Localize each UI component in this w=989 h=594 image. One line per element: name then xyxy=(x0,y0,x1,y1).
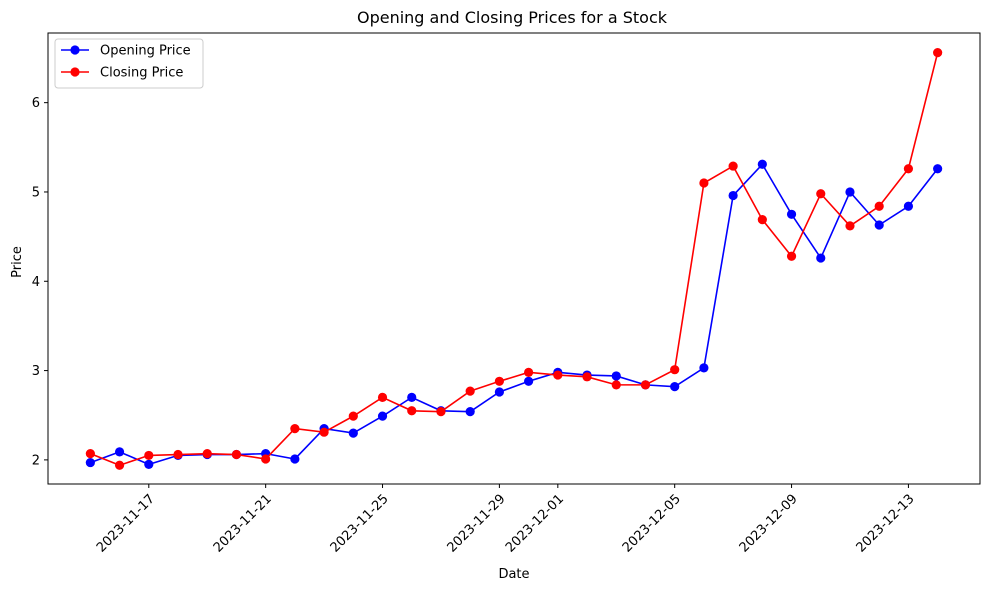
closing-price-point xyxy=(903,164,914,174)
closing-price-point xyxy=(670,365,680,375)
plot-frame xyxy=(47,32,981,485)
opening-price-point xyxy=(670,382,680,392)
closing-price-point xyxy=(407,406,417,416)
closing-price-point xyxy=(845,221,855,231)
y-tick-label: 2 xyxy=(32,453,40,468)
y-tick-label: 4 xyxy=(32,275,40,290)
legend-closing-price-marker xyxy=(70,67,80,77)
x-tick-label: 2023-11-21 xyxy=(211,492,275,556)
closing-price-point xyxy=(114,460,125,470)
x-tick-label: 2023-11-29 xyxy=(445,492,509,556)
opening-price-point xyxy=(933,164,943,174)
closing-price-point xyxy=(640,380,651,390)
opening-price-point xyxy=(874,220,884,230)
closing-price-point xyxy=(377,392,388,402)
closing-price-point xyxy=(436,407,446,417)
closing-price-line xyxy=(90,52,939,467)
plot-area: 2 3 4 5 6 2023-11-17 2023-11-21 2023-11-25 2023-… xyxy=(32,48,943,556)
opening-price-point xyxy=(348,428,358,438)
closing-price-point xyxy=(728,161,738,171)
closing-price-point xyxy=(173,449,183,460)
legend-opening-price-label: Opening Price xyxy=(100,44,191,59)
opening-price-point xyxy=(524,376,534,386)
closing-price-point xyxy=(524,367,534,377)
opening-price-point xyxy=(144,459,154,469)
legend: Opening Price Closing Price xyxy=(54,38,204,89)
opening-price-point xyxy=(290,454,300,464)
opening-price-point xyxy=(494,387,504,397)
closing-price-point xyxy=(85,449,95,459)
opening-price-point xyxy=(85,457,95,468)
opening-price-line xyxy=(90,162,939,466)
x-tick-label: 2023-11-17 xyxy=(94,492,158,556)
opening-price-point xyxy=(465,407,475,417)
opening-price-point xyxy=(903,201,914,211)
closing-price-point xyxy=(231,449,242,460)
closing-price-point xyxy=(699,178,709,188)
opening-price-point xyxy=(611,371,621,381)
closing-price-point xyxy=(144,450,154,461)
closing-price-point xyxy=(348,411,358,421)
x-tick-label: 2023-12-13 xyxy=(854,492,918,556)
opening-price-point xyxy=(845,187,855,197)
opening-price-point xyxy=(757,159,767,169)
legend-closing-price-label: Closing Price xyxy=(100,66,183,81)
closing-price-point xyxy=(933,48,943,58)
closing-price-point xyxy=(786,251,797,261)
legend-opening-price-marker xyxy=(70,45,80,55)
opening-price-point xyxy=(816,253,826,263)
closing-price-point xyxy=(611,380,621,390)
opening-price-point xyxy=(377,411,388,421)
opening-price-point xyxy=(114,447,125,457)
closing-price-point xyxy=(290,424,300,434)
opening-price-point xyxy=(699,363,709,373)
y-tick-label: 5 xyxy=(32,185,40,200)
closing-price-point xyxy=(757,215,767,225)
closing-price-point xyxy=(816,189,826,199)
chart-title: Opening and Closing Prices for a Stock xyxy=(357,8,668,27)
x-tick-label: 2023-12-09 xyxy=(737,492,801,556)
closing-price-point xyxy=(261,454,271,464)
y-tick-label: 3 xyxy=(32,364,40,379)
x-tick-label: 2023-12-01 xyxy=(503,492,567,556)
opening-price-point xyxy=(407,392,417,402)
closing-price-point xyxy=(582,372,592,382)
y-tick-label: 6 xyxy=(32,96,40,111)
closing-price-point xyxy=(553,370,563,380)
opening-price-point xyxy=(786,209,797,219)
closing-price-point xyxy=(202,449,212,459)
x-axis-label: Date xyxy=(498,567,529,582)
x-tick-label: 2023-12-05 xyxy=(620,492,684,556)
x-tick-label: 2023-11-25 xyxy=(328,492,392,556)
closing-price-point xyxy=(465,386,475,396)
closing-price-point xyxy=(494,376,504,386)
legend-frame xyxy=(54,38,204,89)
y-axis-label: Price xyxy=(10,246,25,278)
closing-price-point xyxy=(874,201,884,211)
closing-price-point xyxy=(319,427,329,437)
opening-price-point xyxy=(728,190,738,201)
